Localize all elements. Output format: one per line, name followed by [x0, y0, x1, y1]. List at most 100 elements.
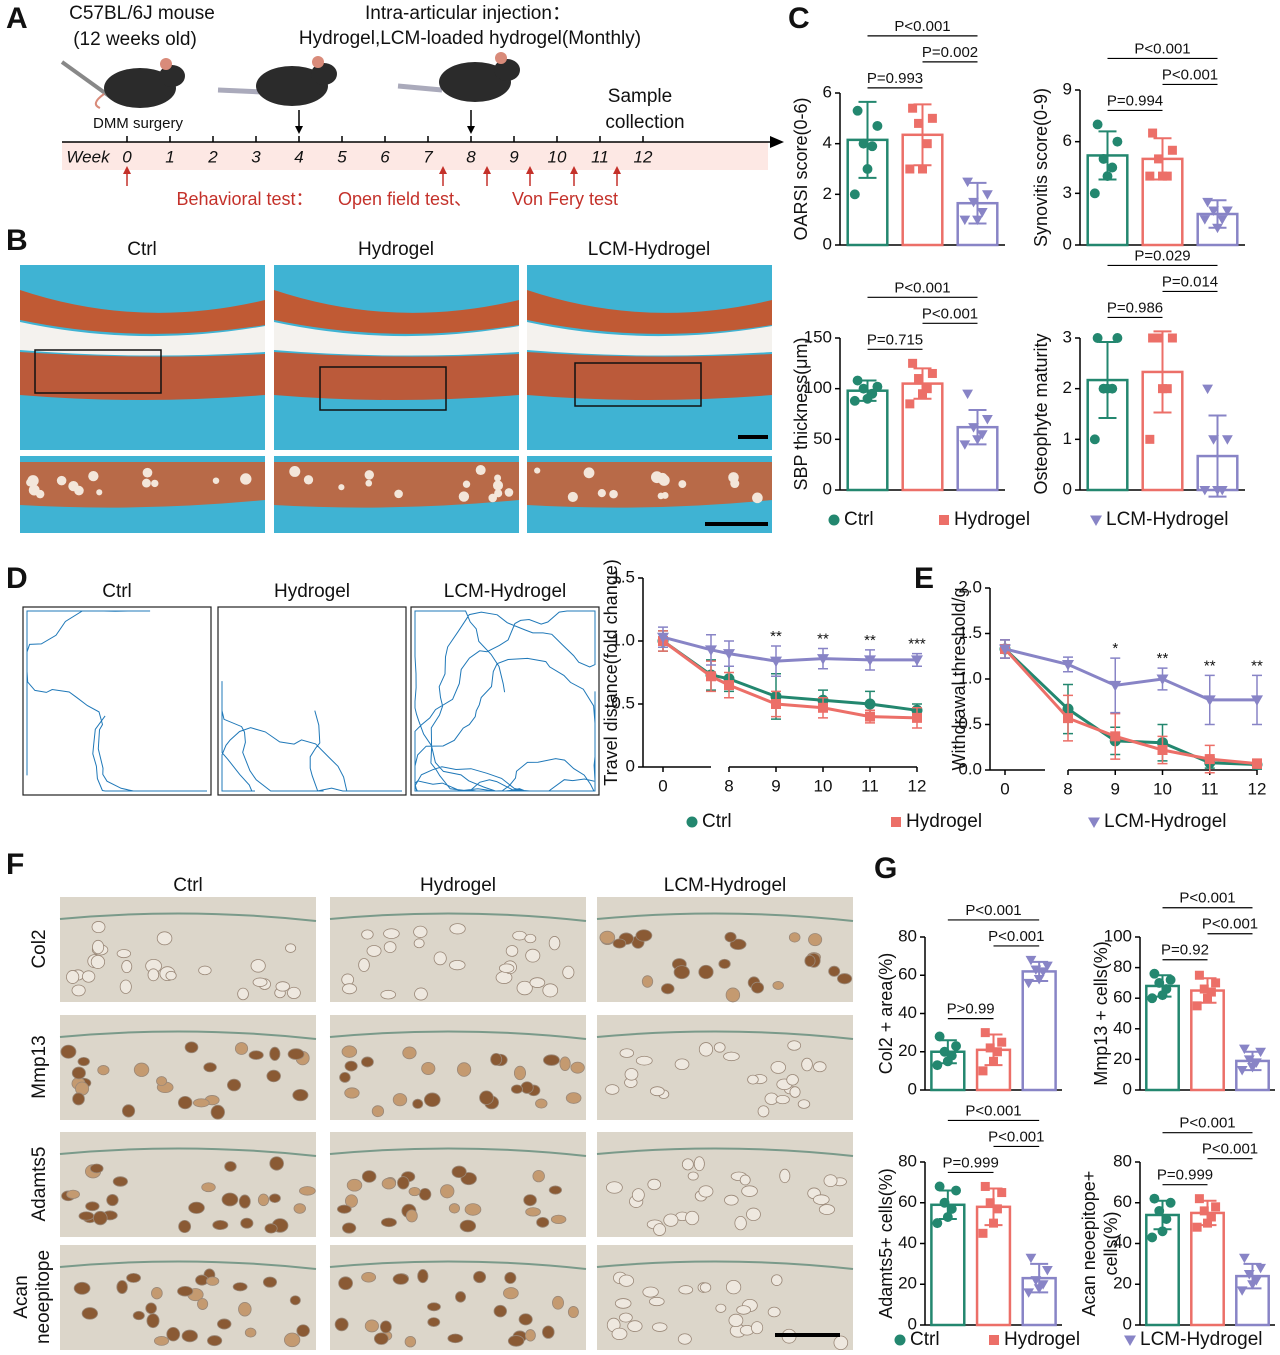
cell	[567, 1306, 579, 1319]
week-label: 7	[423, 147, 433, 166]
data-point	[864, 698, 876, 710]
cell	[789, 1086, 801, 1098]
legend-marker	[891, 817, 901, 827]
cell	[618, 1274, 635, 1287]
text: C57BL/6J mouse	[69, 3, 215, 24]
cell	[66, 970, 80, 984]
data-point	[1208, 206, 1219, 216]
cell	[361, 1272, 377, 1283]
cell	[336, 1204, 352, 1214]
cell	[734, 1215, 747, 1231]
y-tick-label: 80	[1113, 957, 1132, 976]
cell	[624, 1068, 639, 1081]
panel-label: B	[6, 224, 28, 257]
data-point	[1149, 1193, 1160, 1204]
cell	[498, 963, 515, 973]
data-point	[849, 395, 860, 406]
cell	[293, 1203, 306, 1214]
y-tick-label: 80	[898, 1151, 917, 1170]
cell	[408, 1186, 421, 1197]
legend-marker	[686, 816, 698, 828]
y-tick-label: 0	[823, 479, 832, 498]
cell	[427, 1302, 441, 1312]
cell	[510, 1084, 524, 1094]
y-tick-label: 60	[1113, 988, 1132, 1007]
significance-label: P=0.986	[1107, 299, 1163, 316]
cell	[767, 1306, 781, 1318]
cell	[649, 1296, 665, 1307]
timeline-band	[62, 142, 768, 170]
data-point	[1204, 754, 1215, 765]
data-point	[723, 649, 735, 660]
data-point	[1154, 154, 1164, 164]
data-point	[1033, 1284, 1045, 1294]
cell	[812, 1194, 830, 1205]
week-label: 12	[634, 147, 653, 166]
data-point	[927, 113, 937, 123]
cell	[447, 1333, 464, 1344]
panel-label: F	[6, 848, 24, 881]
y-tick-label: 100	[1104, 926, 1132, 945]
cell	[145, 1302, 157, 1315]
cell	[358, 958, 370, 972]
cell	[248, 1050, 264, 1060]
error-bar	[1098, 341, 1117, 420]
cell	[456, 1062, 472, 1077]
ihc-surface	[59, 1030, 317, 1040]
cell	[449, 959, 466, 971]
data-point	[864, 655, 876, 666]
cell	[548, 936, 561, 951]
y-tick-label: 60	[898, 965, 917, 984]
cell	[78, 1211, 95, 1221]
data-point	[1147, 993, 1158, 1004]
data-point	[914, 118, 924, 128]
cell	[597, 489, 606, 498]
cell	[334, 1317, 349, 1332]
cell	[609, 489, 618, 499]
cell	[611, 1327, 628, 1340]
cell	[404, 1335, 417, 1348]
data-point	[1148, 333, 1158, 343]
cell	[713, 1042, 726, 1053]
cell	[479, 1090, 494, 1105]
cell	[698, 1042, 714, 1057]
cell	[284, 1332, 301, 1348]
cell	[750, 1321, 764, 1335]
legend-marker	[894, 1334, 906, 1346]
cell	[635, 929, 653, 942]
y-tick-label: 3	[1063, 183, 1072, 202]
cell	[240, 1217, 254, 1229]
cell	[156, 931, 173, 946]
y-tick-label: 1.0	[611, 630, 635, 649]
week-label: 11	[591, 147, 609, 166]
significance-label: P=0.715	[867, 331, 923, 348]
week-label: 10	[548, 147, 567, 166]
cell	[250, 959, 266, 973]
data-point	[1247, 1280, 1258, 1290]
data-point	[770, 656, 782, 668]
cell	[652, 1322, 668, 1332]
cell	[532, 1169, 545, 1183]
cell	[262, 1276, 278, 1288]
text: Sample	[608, 86, 672, 107]
data-point	[1199, 215, 1211, 225]
data-point	[1211, 978, 1221, 988]
data-point	[1255, 1047, 1266, 1058]
cell	[165, 970, 177, 981]
data-point	[1112, 333, 1123, 343]
cell	[212, 477, 220, 484]
cell	[361, 929, 374, 940]
cell	[455, 1291, 467, 1303]
data-point	[1025, 955, 1037, 966]
data-point	[1089, 188, 1100, 199]
data-point	[968, 197, 979, 208]
data-point	[1165, 974, 1176, 985]
data-point	[985, 1043, 995, 1053]
cell	[619, 1048, 635, 1058]
data-point	[905, 399, 915, 409]
cell	[837, 973, 853, 985]
cell	[151, 479, 159, 488]
x-tick-label: 10	[814, 776, 833, 795]
cell	[237, 987, 249, 1001]
cell	[112, 1176, 128, 1187]
